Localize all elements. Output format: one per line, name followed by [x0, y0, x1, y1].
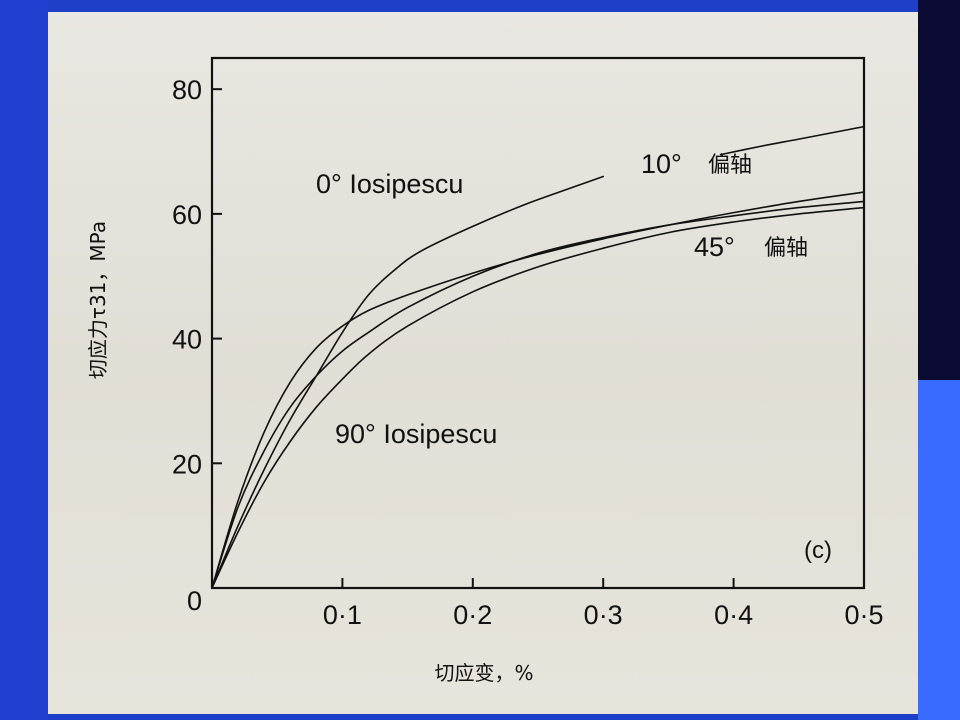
y-tick-label: 20 [172, 449, 202, 479]
y-tick-label: 40 [172, 325, 202, 355]
series-line-forty-five-offaxis-b [211, 200, 865, 589]
y-tick-label: 80 [172, 75, 202, 105]
curve-label-45-offaxis-suffix: 偏轴 [764, 236, 808, 261]
curve-label-10-offaxis: 10° [641, 149, 682, 179]
series-line-ninety-iosipescu [211, 206, 865, 589]
accent-block [918, 380, 960, 720]
series-line-ten-offaxis [719, 125, 865, 156]
panel-label: (c) [804, 537, 832, 564]
x-axis-title: 切应变，% [434, 661, 533, 685]
curve-label-90-iosipescu: 90° Iosipescu [335, 419, 497, 449]
series-line-zero-iosipescu [211, 175, 604, 589]
curve-label-0-iosipescu: 0° Iosipescu [316, 169, 463, 199]
series-line-forty-five-offaxis [211, 191, 865, 589]
x-tick-label: 0·2 [453, 600, 492, 630]
y-axis-title: 切应力τ31，MPa [86, 221, 110, 379]
y-tick-label: 0 [187, 586, 202, 616]
x-tick-label: 0·3 [584, 600, 623, 630]
x-tick-label: 0·1 [323, 600, 362, 630]
plot-frame [210, 56, 866, 590]
y-tick-label: 60 [172, 200, 202, 230]
x-tick-label: 0·5 [844, 600, 883, 630]
curve-label-45-offaxis: 45° [694, 232, 735, 262]
x-tick-label: 0·4 [714, 600, 753, 630]
curve-label-10-offaxis-suffix: 偏轴 [708, 153, 752, 178]
left-border-band [0, 0, 48, 720]
scanned-figure-page [48, 12, 918, 714]
